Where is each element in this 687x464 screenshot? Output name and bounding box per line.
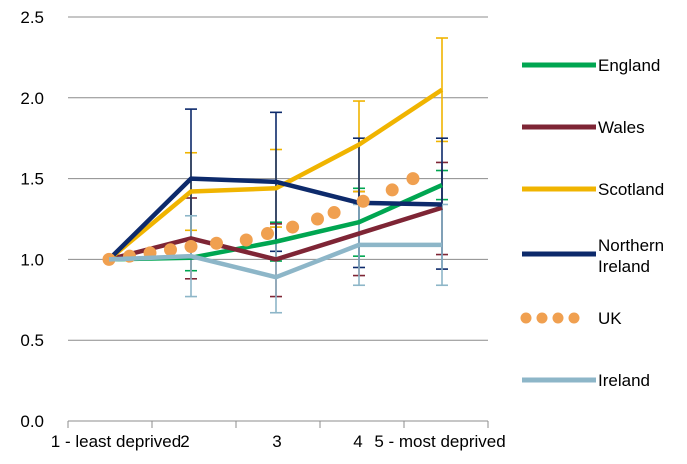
- legend-label-england: England: [598, 56, 660, 75]
- data-point-uk: [210, 237, 223, 250]
- legend-swatch-uk: [569, 313, 580, 324]
- data-point-uk: [357, 195, 370, 208]
- x-tick-label: 2: [180, 432, 189, 451]
- legend-swatch-uk: [553, 313, 564, 324]
- x-tick-label: 4: [353, 432, 362, 451]
- legend-label-northern-ireland: Ireland: [598, 257, 650, 276]
- y-tick-label: 0.5: [20, 331, 44, 350]
- y-tick-label: 1.5: [20, 170, 44, 189]
- legend-swatch-uk: [537, 313, 548, 324]
- y-tick-label: 2.0: [20, 89, 44, 108]
- data-point-uk: [185, 240, 198, 253]
- legend-label-uk: UK: [598, 309, 622, 328]
- y-tick-label: 0.0: [20, 412, 44, 431]
- y-tick-label: 2.5: [20, 8, 44, 27]
- legend-label-scotland: Scotland: [598, 180, 664, 199]
- data-point-uk: [261, 227, 274, 240]
- data-point-uk: [286, 221, 299, 234]
- legend-label-ireland: Ireland: [598, 371, 650, 390]
- data-point-uk: [386, 183, 399, 196]
- x-tick-label: 3: [272, 432, 281, 451]
- legend-label-northern-ireland: Northern: [598, 236, 664, 255]
- data-point-uk: [311, 213, 324, 226]
- data-point-uk: [406, 172, 419, 185]
- x-tick-label: 5 - most deprived: [374, 432, 505, 451]
- data-point-uk: [328, 206, 341, 219]
- legend-swatch-uk: [521, 313, 532, 324]
- data-point-uk: [164, 243, 177, 256]
- y-tick-label: 1.0: [20, 250, 44, 269]
- legend-label-wales: Wales: [598, 118, 645, 137]
- x-tick-label: 1 - least deprived: [51, 432, 181, 451]
- data-point-uk: [240, 234, 253, 247]
